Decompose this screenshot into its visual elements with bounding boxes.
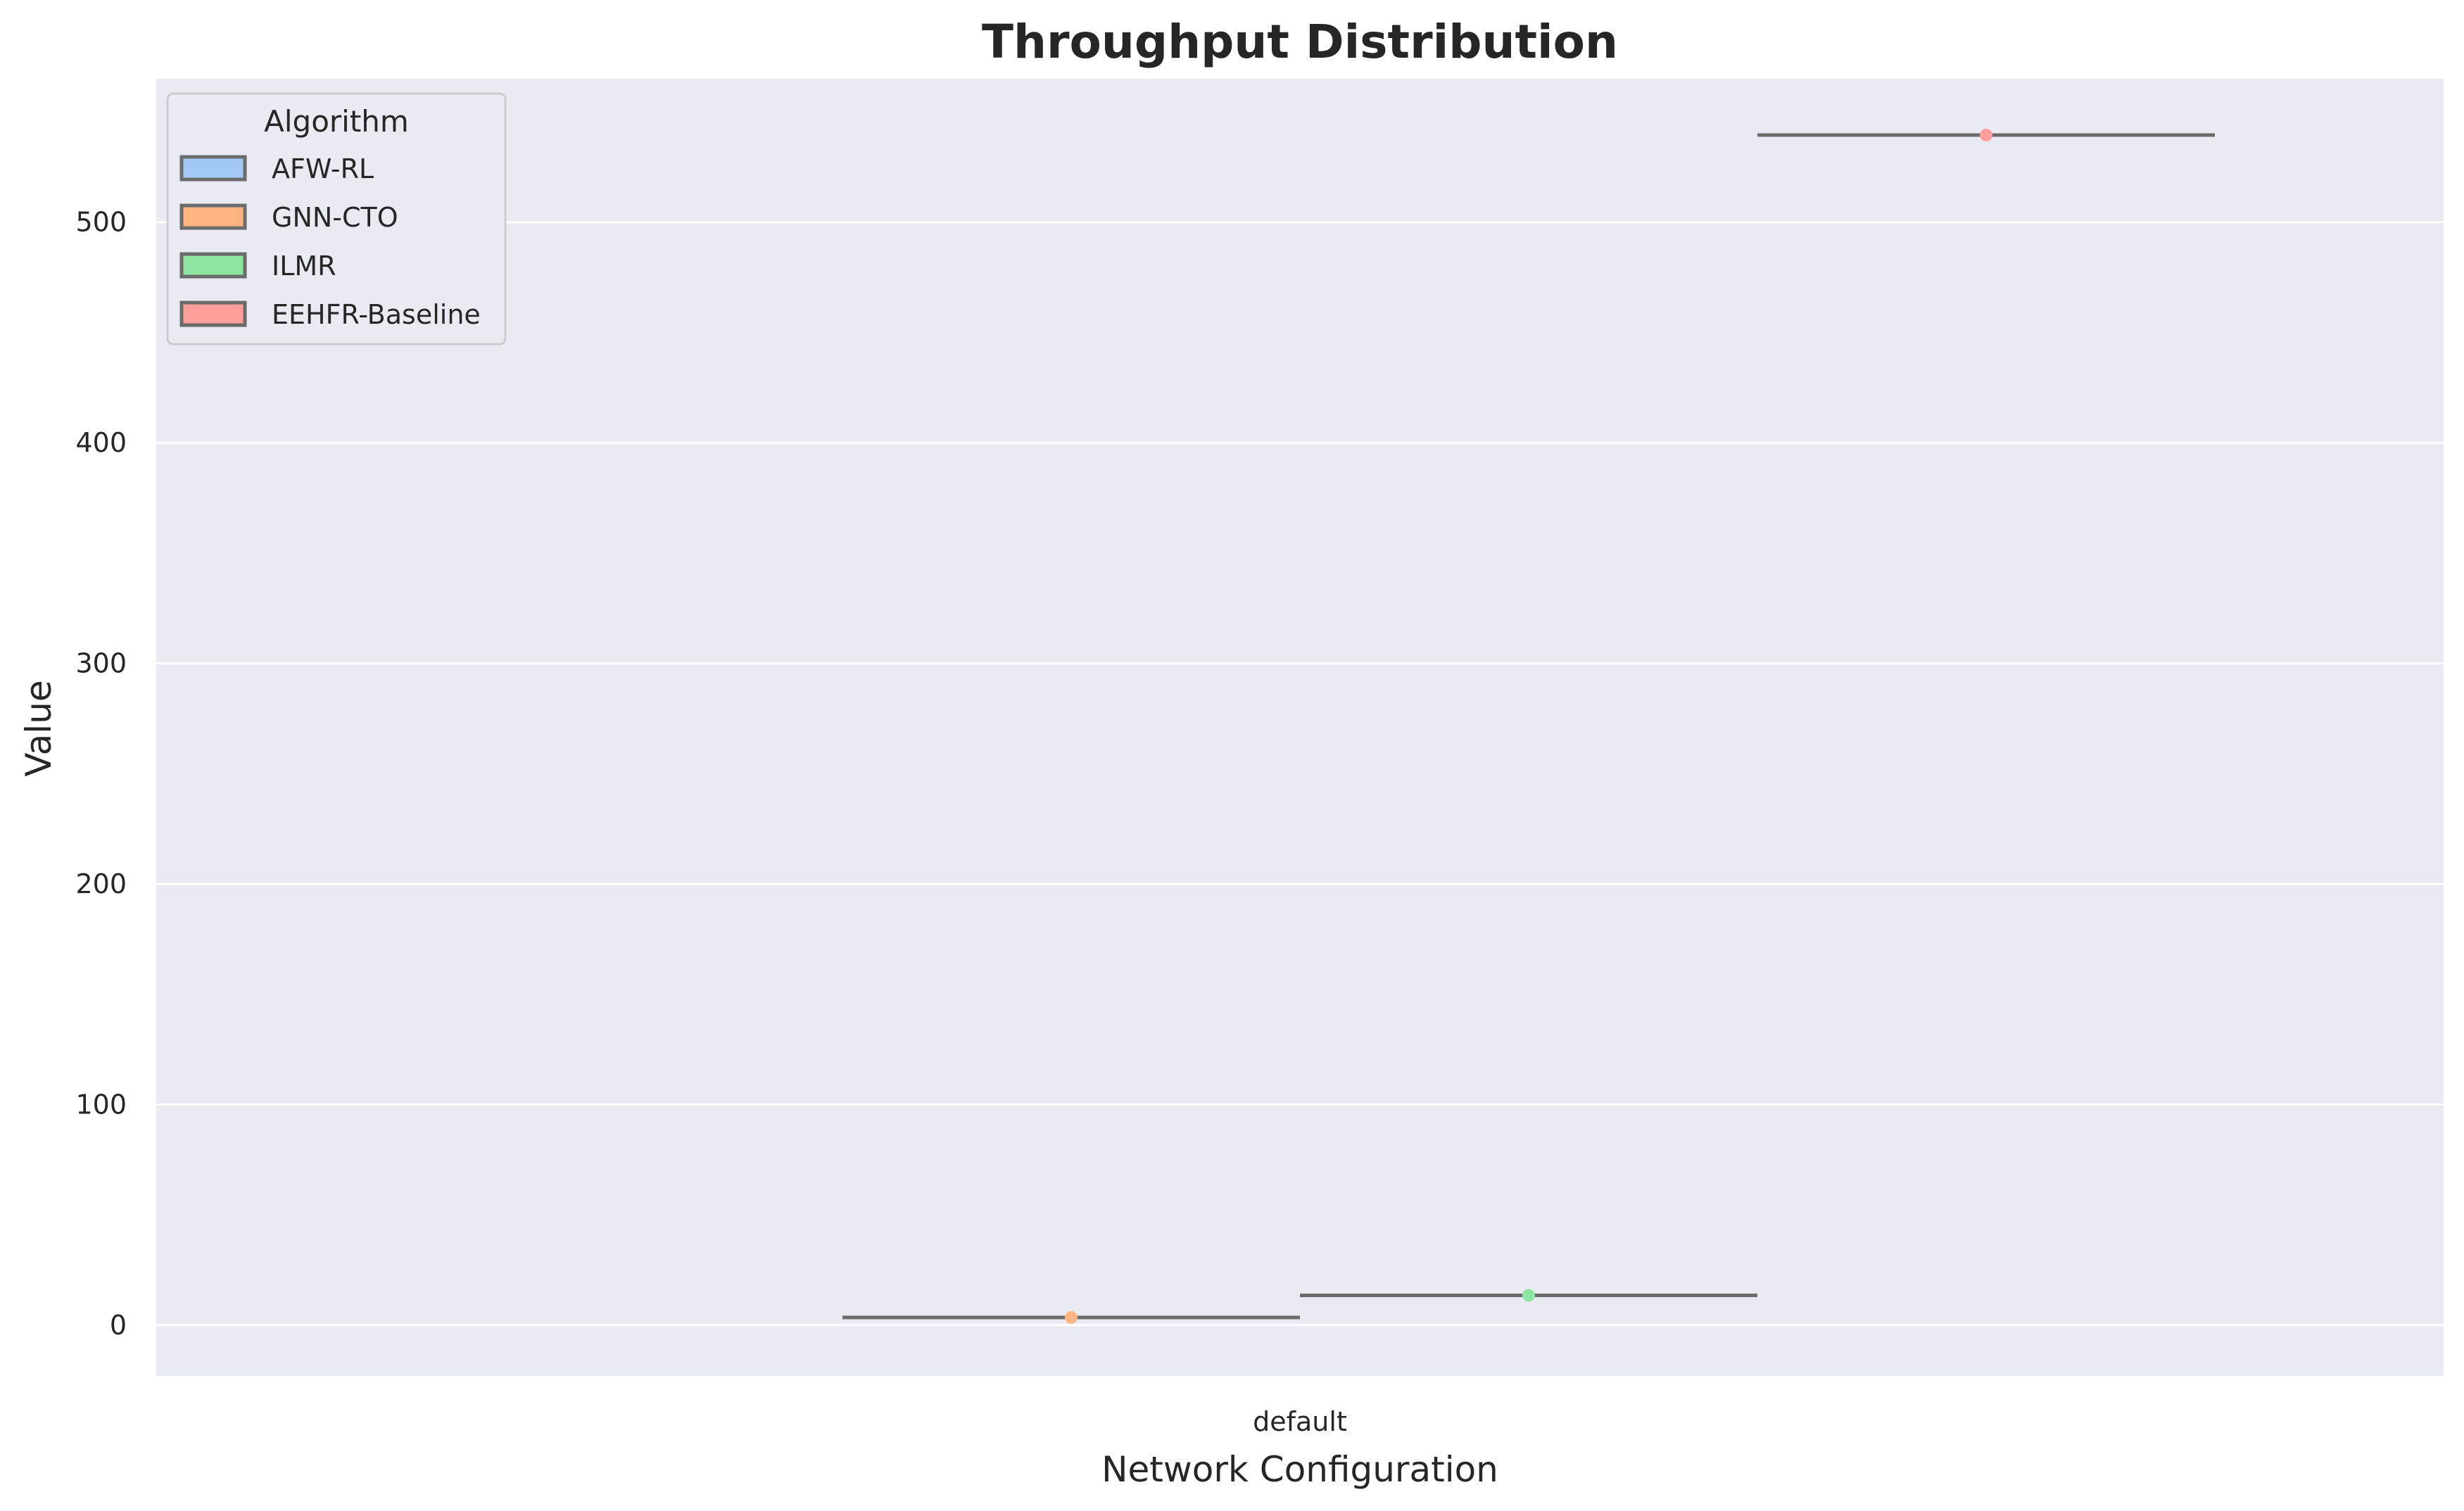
- legend-items: AFW-RL GNN-CTO ILMR EEHFR-Baseline: [179, 153, 481, 330]
- y-tick-label: 500: [75, 207, 127, 238]
- legend-label: GNN-CTO: [272, 202, 398, 233]
- legend-box: [166, 92, 507, 346]
- legend: Algorithm AFW-RL GNN-CTO ILMR EEHFR-Baselin…: [166, 92, 507, 346]
- x-axis-ticks: default: [1253, 1406, 1347, 1437]
- legend-swatch: [179, 301, 247, 327]
- y-tick-label: 100: [75, 1089, 127, 1120]
- grid: [156, 221, 2444, 1327]
- y-tick-label: 300: [75, 648, 127, 679]
- data-point: [1065, 1310, 1078, 1324]
- data-point: [1980, 128, 1992, 141]
- y-tick-label: 0: [110, 1310, 127, 1341]
- chart-title: Throughput Distribution: [982, 15, 1618, 69]
- plot-background: [156, 79, 2444, 1376]
- y-axis-ticks: 0 100 200 300 400 500: [75, 207, 127, 1341]
- legend-label: AFW-RL: [272, 153, 374, 184]
- legend-swatch: [179, 252, 247, 279]
- y-tick-label: 200: [75, 868, 127, 899]
- data-point: [1522, 1289, 1535, 1302]
- y-tick-label: 400: [75, 427, 127, 458]
- legend-label: ILMR: [272, 251, 336, 282]
- legend-title: Algorithm: [264, 104, 409, 139]
- y-axis-label: Value: [18, 680, 59, 776]
- x-axis-label: Network Configuration: [1101, 1449, 1498, 1490]
- legend-label: EEHFR-Baseline: [272, 299, 481, 330]
- x-tick-label: default: [1253, 1406, 1347, 1437]
- violin-marks: [842, 128, 2215, 1324]
- legend-swatch: [179, 155, 247, 182]
- legend-swatch: [179, 203, 247, 230]
